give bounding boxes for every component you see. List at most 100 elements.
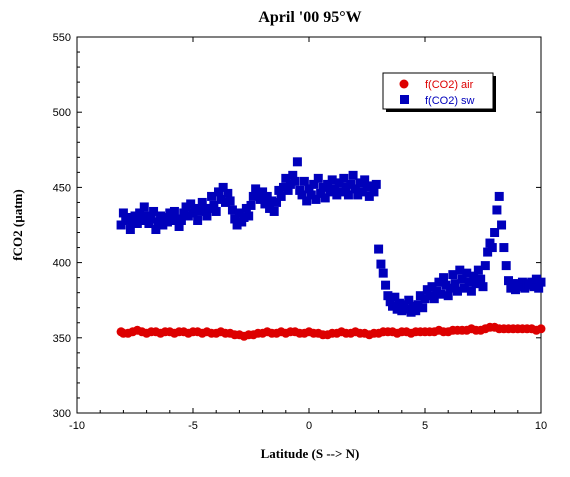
data-point-sw [135,208,145,218]
data-point-sw [176,215,186,225]
data-point-sw [162,217,172,227]
legend-marker-air [399,79,409,89]
data-point-sw [476,274,486,284]
data-point-sw [248,191,258,201]
data-point-sw [330,184,340,194]
data-point-sw [255,194,265,204]
data-point-sw [471,279,481,289]
data-point-sw [343,190,353,200]
data-point-sw [427,282,437,292]
data-point-sw [399,300,409,310]
data-point-sw [269,206,279,216]
data-point-sw [283,185,293,195]
data-point-sw [239,212,249,222]
data-point-sw [369,187,379,197]
data-point-sw [510,285,520,295]
data-point-sw [478,282,488,292]
data-point-sw [116,220,126,230]
data-point-sw [339,173,349,183]
x-tick-label: -10 [69,420,85,432]
data-point-sw [450,279,460,289]
data-point-sw [237,217,247,227]
legend-label-sw: f(CO2) sw [425,95,475,107]
data-point-sw [436,289,446,299]
data-point-sw [455,265,465,275]
data-point-sw [376,259,386,269]
data-point-sw [130,211,140,221]
data-point-sw [214,187,224,197]
x-tick-label: 5 [422,420,428,432]
data-point-sw [165,208,175,218]
y-tick-label: 500 [53,107,71,119]
data-point-sw [200,203,210,213]
data-point-sw [381,280,391,290]
data-point-sw [473,265,483,275]
y-tick-label: 550 [53,32,71,44]
data-point-sw [188,208,198,218]
data-point-sw [346,179,356,189]
data-point-sw [311,194,321,204]
data-point-sw [353,190,363,200]
data-point-sw [216,194,226,204]
data-point-sw [418,303,428,313]
data-point-sw [469,271,479,281]
data-point-sw [146,214,156,224]
legend-label-air: f(CO2) air [425,79,474,91]
data-point-sw [364,191,374,201]
data-point-sw [422,285,432,295]
x-tick-label: -5 [188,420,198,432]
data-point-sw [446,283,456,293]
data-point-sw [341,182,351,192]
data-point-sw [448,270,458,280]
data-point-sw [408,301,418,311]
data-point-sw [432,286,442,296]
data-point-sw [520,283,530,293]
data-point-sw [306,190,316,200]
data-point-sw [153,217,163,227]
data-point-sw [304,184,314,194]
data-point-sw [397,306,407,316]
y-tick-label: 350 [53,333,71,345]
data-point-sw [334,178,344,188]
data-point-sw [278,182,288,192]
y-tick-label: 450 [53,182,71,194]
data-point-sw [274,185,284,195]
data-point-air [536,324,546,334]
data-point-sw [429,294,439,304]
data-point-sw [151,225,161,235]
data-point-sw [276,191,286,201]
data-point-sw [299,176,309,186]
data-point-sw [425,291,435,301]
data-point-sw [531,274,541,284]
data-point-sw [174,222,184,232]
x-tick-label: 0 [306,420,312,432]
data-point-sw [336,187,346,197]
data-point-sw [149,206,159,216]
data-point-sw [515,282,525,292]
data-point-sw [227,205,237,215]
data-point-sw [441,280,451,290]
data-point-sw [390,292,400,302]
data-point-sw [297,190,307,200]
data-point-sw [295,185,305,195]
data-point-sw [123,212,133,222]
data-point-sw [480,261,490,271]
data-point-sw [508,279,518,289]
data-point-sw [371,179,381,189]
legend-box-shadow [493,76,496,112]
y-axis-ticks: 300 350 400 450 500 550 [53,32,541,420]
data-point-sw [292,157,302,167]
data-point-sw [534,283,544,293]
data-point-sw [204,203,214,213]
data-point-sw [246,200,256,210]
data-point-sw [144,218,154,228]
data-point-sw [260,199,270,209]
data-point-sw [253,190,263,200]
data-point-sw [251,184,261,194]
data-point-sw [529,282,539,292]
data-point-sw [323,179,333,189]
data-point-sw [218,182,228,192]
data-point-sw [262,191,272,201]
